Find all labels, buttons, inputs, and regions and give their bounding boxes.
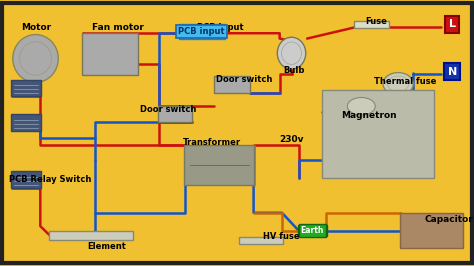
- Text: PCB input: PCB input: [178, 27, 225, 36]
- Ellipse shape: [277, 37, 306, 69]
- FancyBboxPatch shape: [298, 225, 327, 236]
- Text: Element: Element: [88, 242, 127, 251]
- FancyBboxPatch shape: [82, 33, 138, 75]
- Text: Magnetron: Magnetron: [341, 111, 397, 120]
- FancyBboxPatch shape: [11, 114, 41, 131]
- Ellipse shape: [19, 42, 52, 75]
- FancyBboxPatch shape: [322, 90, 434, 178]
- Text: N: N: [447, 67, 457, 77]
- Text: Fuse: Fuse: [365, 17, 387, 26]
- Text: Earth: Earth: [301, 226, 324, 235]
- Text: Bulb: Bulb: [283, 66, 305, 75]
- Text: 230v: 230v: [280, 135, 304, 144]
- Text: PCB input: PCB input: [197, 23, 243, 32]
- Text: Door switch: Door switch: [216, 75, 272, 84]
- FancyBboxPatch shape: [11, 80, 41, 96]
- FancyBboxPatch shape: [49, 231, 133, 240]
- Text: Transformer: Transformer: [182, 138, 241, 147]
- Ellipse shape: [383, 73, 413, 95]
- Ellipse shape: [388, 76, 409, 92]
- Text: L: L: [449, 19, 456, 30]
- FancyBboxPatch shape: [158, 106, 192, 122]
- Text: Motor: Motor: [21, 23, 52, 32]
- FancyBboxPatch shape: [354, 21, 389, 28]
- Text: Capacitor: Capacitor: [424, 215, 473, 224]
- FancyBboxPatch shape: [239, 237, 283, 244]
- Text: HV fuse: HV fuse: [263, 232, 300, 241]
- Text: PCB Relay Switch: PCB Relay Switch: [9, 175, 92, 184]
- Text: Thermal fuse: Thermal fuse: [374, 77, 437, 86]
- FancyBboxPatch shape: [184, 145, 254, 185]
- Ellipse shape: [282, 42, 301, 64]
- Ellipse shape: [347, 97, 375, 115]
- Ellipse shape: [13, 35, 58, 82]
- FancyBboxPatch shape: [179, 24, 225, 39]
- Text: Door switch: Door switch: [140, 105, 196, 114]
- FancyBboxPatch shape: [11, 171, 41, 188]
- FancyBboxPatch shape: [214, 76, 250, 93]
- FancyBboxPatch shape: [400, 213, 463, 248]
- Text: Fan motor: Fan motor: [92, 23, 144, 32]
